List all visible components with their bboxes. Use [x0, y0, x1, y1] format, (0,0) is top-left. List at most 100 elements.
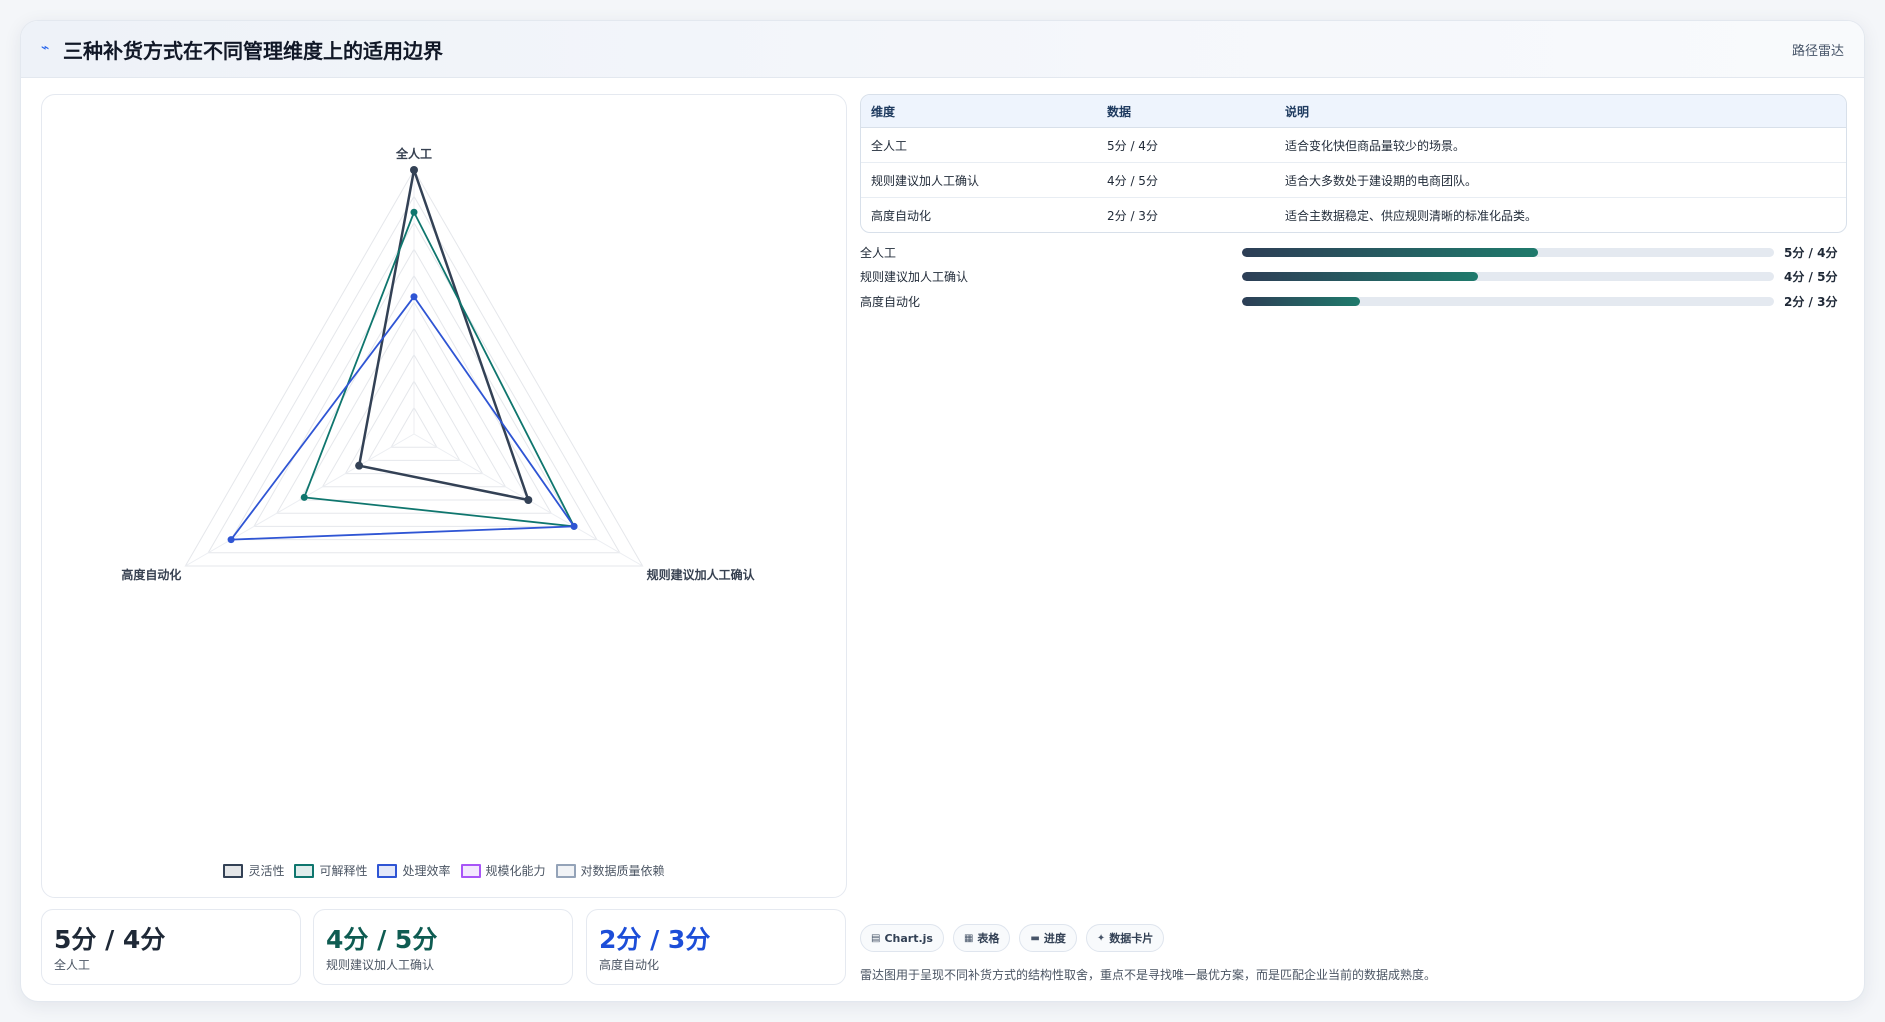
progress-track — [1242, 297, 1774, 306]
radar-point — [524, 496, 533, 504]
pulse-icon: ⌁ — [41, 40, 50, 56]
radar-grid-ring — [207, 195, 621, 554]
radar-point — [355, 461, 364, 470]
radar-axis-label: 全人工 — [395, 146, 432, 161]
table-cell: 适合大多数处于建设期的电商团队。 — [1275, 162, 1846, 198]
chip-label: 表格 — [977, 932, 1000, 945]
radar-grid-ring — [253, 248, 575, 527]
legend-swatch — [377, 863, 398, 878]
legend-swatch — [460, 863, 481, 878]
legend-label: 可解释性 — [319, 864, 368, 878]
radar-grid-ring — [367, 380, 461, 461]
table-row: 高度自动化 2分 / 3分 适合主数据稳定、供应规则清晰的标准化品类。 — [861, 198, 1846, 233]
column-header: 维度 — [861, 95, 1097, 128]
stat-label: 高度自动化 — [599, 958, 660, 972]
radar-grid-ring — [184, 168, 644, 567]
radar-axis-label: 规则建议加人工确认 — [647, 567, 756, 582]
stat-value: 2分 / 3分 — [599, 925, 711, 954]
table-row: 全人工 5分 / 4分 适合变化快但商品量较少的场景。 — [861, 127, 1846, 163]
column-header: 数据 — [1097, 95, 1275, 128]
progress-value: 5分 / 4分 — [1784, 246, 1838, 260]
stat-card-auto: 2分 / 3分 高度自动化 — [586, 909, 846, 985]
progress-row-hybrid: 规则建议加人工确认 4分 / 5分 — [860, 267, 1838, 285]
legend-item[interactable]: 可解释性 — [294, 862, 367, 879]
progress-fill — [1242, 272, 1479, 281]
legend-label: 对数据质量依赖 — [580, 864, 665, 878]
table-cell: 5分 / 4分 — [1097, 127, 1275, 163]
radar-axis-label: 高度自动化 — [121, 567, 181, 582]
progress-label: 规则建议加人工确认 — [860, 270, 969, 284]
progress-label: 全人工 — [860, 246, 897, 260]
radar-point — [570, 522, 578, 530]
table-cell: 规则建议加人工确认 — [861, 162, 1097, 198]
progress-row-manual: 全人工 5分 / 4分 — [860, 243, 1838, 261]
table-cell: 4分 / 5分 — [1097, 162, 1275, 198]
table-cell: 2分 / 3分 — [1107, 208, 1158, 223]
radar-spoke — [185, 433, 415, 567]
chip-label: 进度 — [1043, 932, 1066, 945]
radar-point — [410, 166, 418, 174]
stat-label: 规则建议加人工确认 — [326, 958, 435, 972]
radar-point — [227, 536, 235, 544]
stat-label: 全人工 — [54, 958, 91, 972]
progress-track — [1242, 272, 1774, 281]
table-cell: 高度自动化 — [871, 208, 932, 223]
radar-grid-ring — [321, 327, 507, 488]
progress-icon: ▬ — [1030, 932, 1040, 944]
radar-series-1 — [303, 211, 575, 528]
chip-label: 数据卡片 — [1109, 932, 1154, 945]
legend-item[interactable]: 对数据质量依赖 — [555, 862, 665, 879]
radar-chart-panel: 全人工规则建议加人工确认 高度自动化 灵活性 可解释性 处理效率 规模化能力 对数据质量依… — [41, 94, 847, 898]
stat-card-hybrid: 4分 / 5分 规则建议加人工确认 — [313, 909, 573, 985]
radar-grid-ring — [390, 406, 438, 448]
radar-series-0 — [357, 168, 530, 502]
chip-label: Chart.js — [884, 931, 933, 945]
stat-value: 4分 / 5分 — [326, 925, 438, 954]
column-header: 说明 — [1275, 95, 1846, 128]
sparkle-icon: ✦ — [1096, 932, 1106, 944]
chart-legend: 灵活性 可解释性 处理效率 规模化能力 对数据质量依赖 — [42, 862, 846, 879]
progress-track — [1242, 248, 1774, 257]
progress-value: 2分 / 3分 — [1784, 295, 1838, 309]
stat-card-manual: 5分 / 4分 全人工 — [41, 909, 301, 985]
legend-item[interactable]: 规模化能力 — [460, 862, 546, 879]
comparison-table: 维度 数据 说明 全人工 5分 / 4分 适合变化快但商品量较少的场景。 规则建… — [860, 94, 1847, 233]
progress-value: 4分 / 5分 — [1784, 270, 1838, 284]
card-header: ⌁ 三种补货方式在不同管理维度上的适用边界 路径雷达 — [21, 21, 1864, 78]
footnote: 雷达图用于呈现不同补货方式的结构性取舍，重点不是寻找唯一最优方案，而是匹配企业当… — [860, 968, 1437, 982]
radar-grid-ring — [230, 221, 598, 541]
page-title: 三种补货方式在不同管理维度上的适用边界 — [63, 39, 443, 63]
progress-row-auto: 高度自动化 2分 / 3分 — [860, 292, 1838, 310]
chip-进度[interactable]: ▬ 进度 — [1019, 924, 1077, 952]
radar-grid-ring — [344, 353, 484, 475]
legend-label: 灵活性 — [248, 864, 285, 878]
header-tag: 路径雷达 — [1791, 44, 1844, 59]
radar-point — [410, 208, 418, 216]
table-header-row: 维度 数据 说明 — [861, 95, 1846, 128]
legend-swatch — [555, 863, 576, 878]
table-cell: 适合主数据稳定、供应规则清晰的标准化品类。 — [1285, 208, 1538, 223]
main-card: ⌁ 三种补货方式在不同管理维度上的适用边界 路径雷达 全人工 规则建议加人工确认高… — [20, 20, 1865, 1002]
table-cell: 全人工 — [861, 127, 1097, 163]
legend-item[interactable]: 处理效率 — [377, 862, 451, 879]
legend-label: 处理效率 — [402, 864, 451, 878]
progress-fill — [1242, 248, 1538, 257]
legend-item[interactable]: 灵活性 — [223, 862, 284, 879]
radar-point — [410, 293, 418, 301]
table-row: 规则建议加人工确认 4分 / 5分 适合大多数处于建设期的电商团队。 — [861, 162, 1846, 198]
radar-point — [300, 493, 308, 501]
chart-icon: ▤ — [871, 932, 881, 944]
chip-chart-js[interactable]: ▤ Chart.js — [860, 924, 944, 952]
feature-chips: ▤ Chart.js ▦ 表格 ▬ 进度 ✦ 数据卡片 — [860, 924, 1165, 952]
legend-label: 规模化能力 — [485, 864, 546, 878]
radar-grid-ring — [298, 300, 530, 501]
progress-fill — [1242, 297, 1361, 306]
chip-数据卡片[interactable]: ✦ 数据卡片 — [1085, 924, 1165, 952]
table-icon: ▦ — [963, 932, 974, 944]
legend-swatch — [223, 863, 244, 878]
stat-value: 5分 / 4分 — [54, 925, 166, 954]
radar-series-2 — [230, 295, 575, 541]
legend-swatch — [294, 863, 315, 878]
chip-表格[interactable]: ▦ 表格 — [952, 924, 1011, 952]
